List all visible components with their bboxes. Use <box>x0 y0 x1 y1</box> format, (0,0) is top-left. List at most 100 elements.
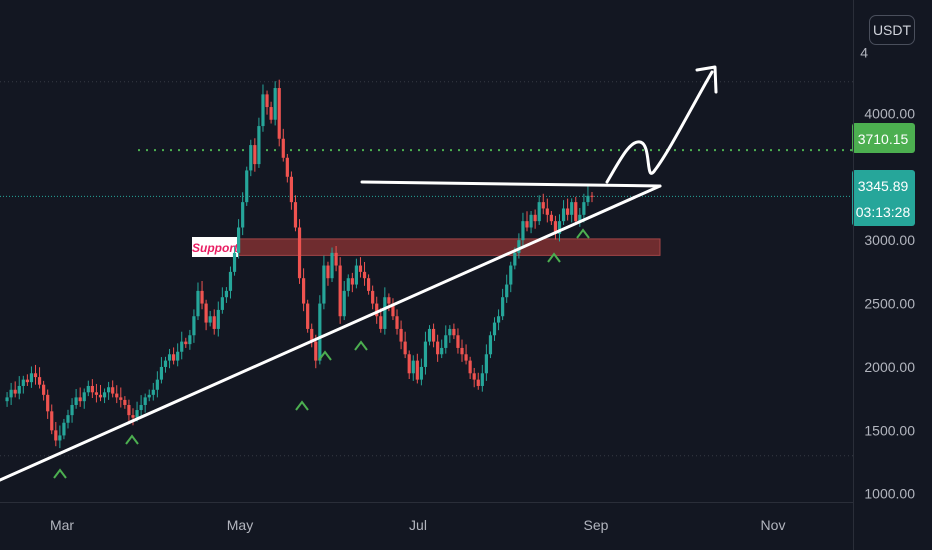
candle <box>456 335 460 348</box>
candle <box>509 265 513 285</box>
candle <box>184 341 188 345</box>
candle <box>415 360 419 380</box>
candle <box>537 202 541 222</box>
candle <box>342 290 346 317</box>
candle <box>131 415 135 418</box>
caret-up-icon <box>125 434 139 445</box>
candle <box>574 202 578 222</box>
caret-up-icon <box>295 400 309 411</box>
candle <box>143 397 147 405</box>
candle <box>488 335 493 355</box>
candle <box>314 341 318 361</box>
candle <box>245 170 249 203</box>
y-tick-label: 2500.00 <box>864 296 915 312</box>
y-tick-label: 3000.00 <box>864 232 915 248</box>
support-zone <box>227 238 661 256</box>
caret-up-icon <box>354 340 368 351</box>
candle <box>204 303 208 323</box>
candle <box>301 278 306 304</box>
candle <box>529 214 533 228</box>
candle <box>582 202 586 215</box>
bar-countdown-label: 03:13:28 <box>856 204 911 220</box>
candle <box>387 297 391 304</box>
candle <box>521 221 525 241</box>
candle <box>358 265 363 272</box>
candle <box>480 373 484 386</box>
candle <box>176 351 180 361</box>
candle <box>241 202 245 228</box>
caret-up-icon <box>576 228 590 239</box>
candle <box>58 435 62 441</box>
candle <box>50 411 54 431</box>
candle <box>269 107 273 120</box>
candle <box>188 335 192 345</box>
time-axis-separator <box>0 502 853 503</box>
support-label-box <box>192 237 238 257</box>
candle <box>354 265 358 285</box>
candle <box>253 145 257 165</box>
candle <box>399 328 403 342</box>
candle <box>94 392 99 395</box>
current-price-label: 3345.89 <box>858 178 909 194</box>
candle <box>119 397 123 400</box>
candle <box>249 145 253 171</box>
candle <box>366 278 371 291</box>
candle <box>111 387 115 394</box>
candle <box>151 389 155 395</box>
x-tick-label: Mar <box>50 517 74 533</box>
candle <box>200 290 204 304</box>
candle <box>273 88 277 120</box>
candle <box>371 290 375 304</box>
candle <box>448 328 452 336</box>
x-tick-label: May <box>227 517 253 533</box>
target-price-label: 3710.15 <box>858 131 909 147</box>
y-tick-label: 2000.00 <box>864 359 915 375</box>
candle <box>90 385 94 393</box>
y-tick-label: 1000.00 <box>864 486 915 502</box>
price-axis-separator <box>853 0 854 550</box>
caret-up-icon <box>547 252 561 263</box>
candle <box>419 366 423 380</box>
candle <box>505 284 509 298</box>
candle <box>13 389 17 394</box>
candle <box>545 208 549 215</box>
candle <box>436 341 440 355</box>
candle <box>257 126 261 165</box>
candle <box>17 385 21 394</box>
candle <box>350 278 354 285</box>
y-tick-label: 1500.00 <box>864 422 915 438</box>
candle <box>431 328 436 342</box>
candle <box>115 393 119 398</box>
candle <box>590 195 594 197</box>
candle <box>395 316 399 329</box>
candle <box>468 360 472 374</box>
candle <box>318 303 322 361</box>
candle <box>586 195 590 203</box>
candle <box>293 202 298 228</box>
candle <box>62 422 66 436</box>
candle <box>192 316 196 336</box>
candle <box>403 341 407 355</box>
candle <box>37 377 42 385</box>
candle <box>306 303 310 329</box>
currency-selector-button[interactable]: USDT <box>869 15 915 45</box>
candle <box>310 328 314 342</box>
candle <box>427 328 432 342</box>
candle <box>541 202 545 209</box>
candle <box>379 316 383 329</box>
candle <box>553 221 558 234</box>
resistance-line <box>360 180 662 188</box>
support-label: Support <box>192 241 239 255</box>
candle <box>237 227 241 253</box>
candle <box>334 252 338 266</box>
candle <box>21 379 25 386</box>
candle <box>338 265 342 317</box>
candle <box>54 430 58 441</box>
candle <box>155 379 159 390</box>
candle <box>123 399 127 405</box>
candle <box>66 415 70 423</box>
candle <box>561 208 566 222</box>
candle <box>578 214 582 222</box>
candle <box>517 240 521 253</box>
